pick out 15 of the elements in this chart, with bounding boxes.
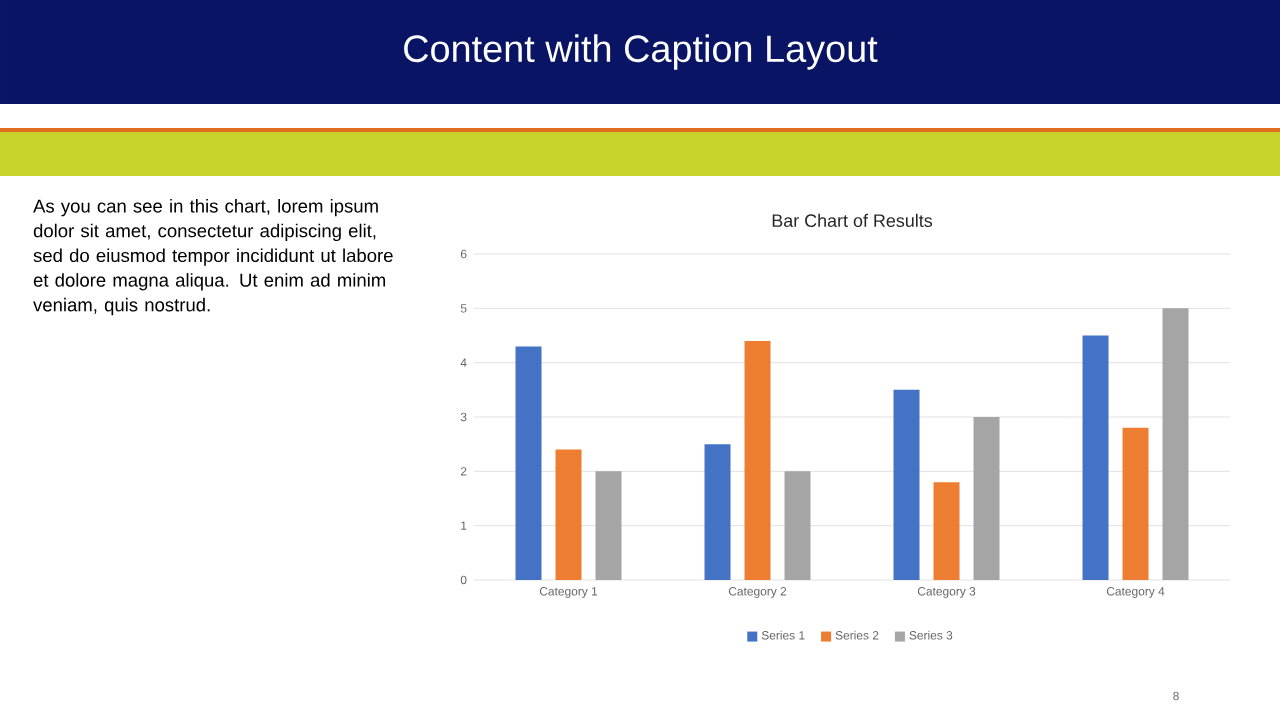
bar xyxy=(704,444,731,580)
text: As you can see in this chart, lorem ipsum dolor sit amet, consectetur adipiscing elit, sed do eiusmod tempor incididunt ut labore et dolore magna aliqua. Ut enim ad minim veniam, quis nostrud. xyxy=(33,199,393,316)
bar xyxy=(1082,335,1109,580)
bar xyxy=(1162,308,1189,580)
bar xyxy=(973,417,1000,580)
bar xyxy=(744,340,771,580)
bar xyxy=(893,389,920,580)
bar xyxy=(595,471,622,580)
bar xyxy=(933,482,960,580)
chart-title: Bar Chart of Results xyxy=(772,213,933,228)
text: Content with Caption Layout xyxy=(404,34,878,70)
bar xyxy=(515,346,542,580)
bar xyxy=(1122,427,1149,580)
bar xyxy=(784,471,811,580)
bar xyxy=(555,449,582,580)
